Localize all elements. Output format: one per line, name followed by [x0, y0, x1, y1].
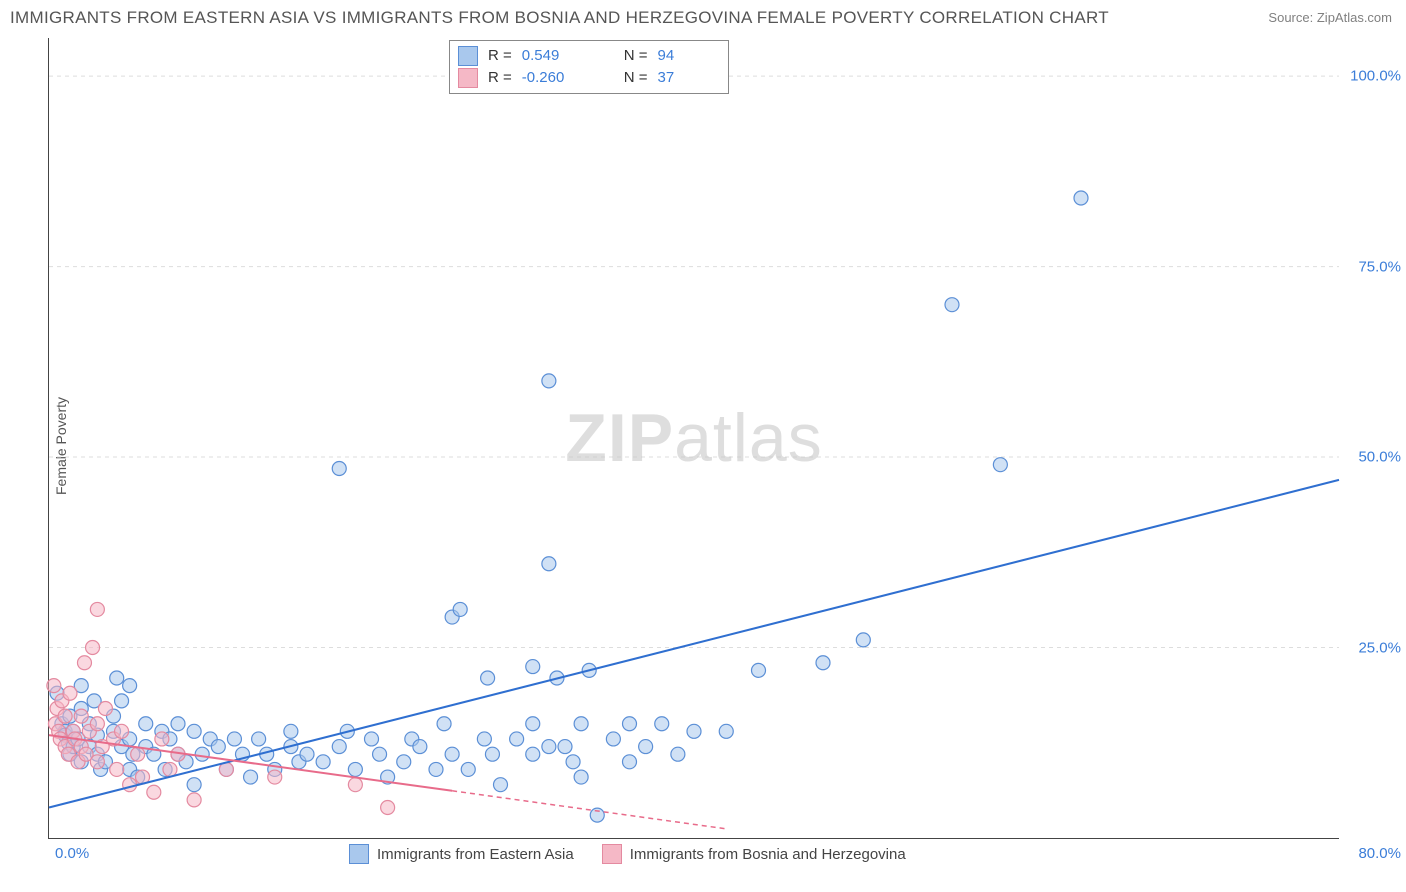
swatch-series-b-bottom	[602, 844, 622, 864]
legend-label-series-a: Immigrants from Eastern Asia	[377, 846, 574, 863]
x-tick-min: 0.0%	[55, 845, 89, 862]
source-credit: Source: ZipAtlas.com	[1268, 10, 1392, 25]
n-value-series-a: 94	[658, 45, 718, 67]
n-label: N =	[624, 67, 648, 89]
correlation-legend: R = 0.549 N = 94 R = -0.260 N = 37	[449, 40, 729, 94]
chart-title: IMMIGRANTS FROM EASTERN ASIA VS IMMIGRAN…	[10, 8, 1109, 28]
y-tick-label: 75.0%	[1358, 258, 1401, 275]
source-label: Source:	[1268, 10, 1313, 25]
y-tick-label: 25.0%	[1358, 639, 1401, 656]
legend-row-series-b: R = -0.260 N = 37	[458, 67, 718, 89]
r-label: R =	[488, 67, 512, 89]
n-value-series-b: 37	[658, 67, 718, 89]
n-label: N =	[624, 45, 648, 67]
y-tick-label: 100.0%	[1350, 68, 1401, 85]
legend-item-series-b: Immigrants from Bosnia and Herzegovina	[602, 844, 906, 864]
plot-svg	[49, 38, 1339, 838]
source-value: ZipAtlas.com	[1317, 10, 1392, 25]
r-value-series-b: -0.260	[522, 67, 614, 89]
plot-area: ZIPatlas R = 0.549 N = 94 R = -0.260 N =…	[48, 38, 1339, 839]
x-tick-max: 80.0%	[1358, 845, 1401, 862]
r-value-series-a: 0.549	[522, 45, 614, 67]
legend-label-series-b: Immigrants from Bosnia and Herzegovina	[630, 846, 906, 863]
r-label: R =	[488, 45, 512, 67]
swatch-series-a-bottom	[349, 844, 369, 864]
series-legend: Immigrants from Eastern Asia Immigrants …	[349, 844, 906, 864]
legend-row-series-a: R = 0.549 N = 94	[458, 45, 718, 67]
y-tick-label: 50.0%	[1358, 449, 1401, 466]
swatch-series-a	[458, 46, 478, 66]
legend-item-series-a: Immigrants from Eastern Asia	[349, 844, 574, 864]
swatch-series-b	[458, 68, 478, 88]
